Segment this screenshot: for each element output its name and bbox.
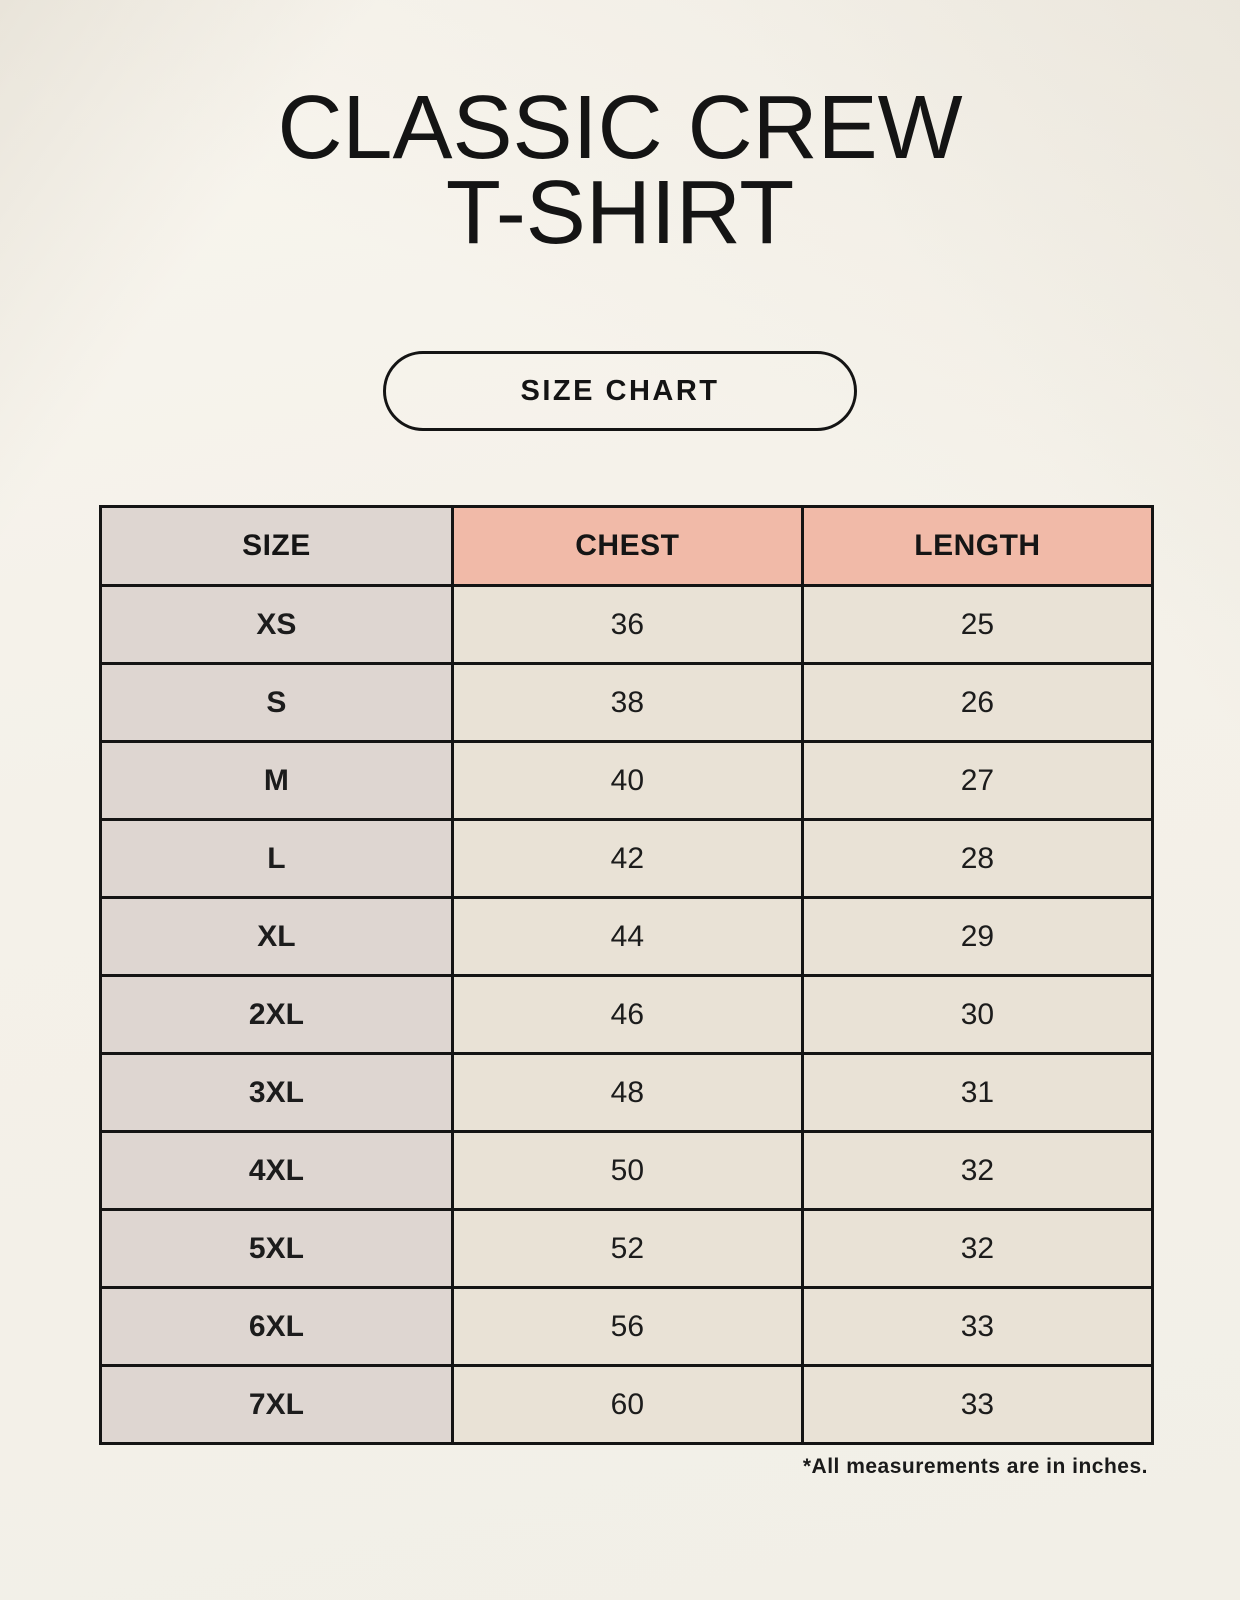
chest-cell: 46 — [450, 974, 804, 1056]
table-header-row: SIZE CHEST LENGTH — [99, 505, 1155, 588]
table-row: L 42 28 — [99, 818, 1155, 900]
size-cell: 3XL — [99, 1052, 454, 1134]
chest-cell: 42 — [450, 818, 804, 900]
chest-cell: 52 — [450, 1208, 804, 1290]
page-title-line1: CLASSIC CREW — [277, 78, 963, 178]
table-row: 3XL 48 31 — [99, 1052, 1155, 1134]
table-row: 6XL 56 33 — [99, 1286, 1155, 1368]
size-cell: 6XL — [99, 1286, 454, 1368]
length-cell: 29 — [800, 896, 1155, 978]
table-row: 7XL 60 33 — [99, 1364, 1155, 1446]
size-cell: M — [99, 740, 454, 822]
table-row: M 40 27 — [99, 740, 1155, 822]
table-row: XL 44 29 — [99, 896, 1155, 978]
table-row: 4XL 50 32 — [99, 1130, 1155, 1212]
chest-cell: 60 — [450, 1364, 804, 1446]
length-cell: 31 — [800, 1052, 1155, 1134]
table-row: 5XL 52 32 — [99, 1208, 1155, 1290]
chest-cell: 40 — [450, 740, 804, 822]
length-cell: 27 — [800, 740, 1155, 822]
column-header-size: SIZE — [99, 505, 454, 588]
chest-cell: 56 — [450, 1286, 804, 1368]
chest-cell: 48 — [450, 1052, 804, 1134]
page-title: CLASSIC CREW T-SHIRT — [0, 78, 1240, 263]
size-cell: S — [99, 662, 454, 744]
length-cell: 25 — [800, 584, 1155, 666]
length-cell: 32 — [800, 1130, 1155, 1212]
size-cell: L — [99, 818, 454, 900]
chest-cell: 36 — [450, 584, 804, 666]
size-cell: 2XL — [99, 974, 454, 1056]
length-cell: 30 — [800, 974, 1155, 1056]
size-chart-button[interactable]: SIZE CHART — [383, 351, 857, 432]
chest-cell: 44 — [450, 896, 804, 978]
length-cell: 33 — [800, 1286, 1155, 1368]
table-row: S 38 26 — [99, 662, 1155, 744]
page-title-line2: T-SHIRT — [445, 162, 795, 263]
measurements-note: *All measurements are in inches. — [802, 1455, 1148, 1479]
length-cell: 33 — [800, 1364, 1155, 1446]
column-header-chest: CHEST — [450, 505, 804, 588]
chest-cell: 50 — [450, 1130, 804, 1212]
length-cell: 32 — [800, 1208, 1155, 1290]
size-cell: 7XL — [99, 1364, 454, 1446]
column-header-length: LENGTH — [800, 505, 1155, 588]
size-cell: 5XL — [99, 1208, 454, 1290]
size-cell: 4XL — [99, 1130, 454, 1212]
length-cell: 28 — [800, 818, 1155, 900]
size-chart-button-label: SIZE CHART — [520, 374, 720, 407]
size-cell: XL — [99, 896, 454, 978]
length-cell: 26 — [800, 662, 1155, 744]
size-table: SIZE CHEST LENGTH XS 36 25 S 38 26 M 40 … — [99, 505, 1155, 1446]
chest-cell: 38 — [450, 662, 804, 744]
table-row: 2XL 46 30 — [99, 974, 1155, 1056]
size-cell: XS — [99, 584, 454, 666]
table-row: XS 36 25 — [99, 584, 1155, 666]
